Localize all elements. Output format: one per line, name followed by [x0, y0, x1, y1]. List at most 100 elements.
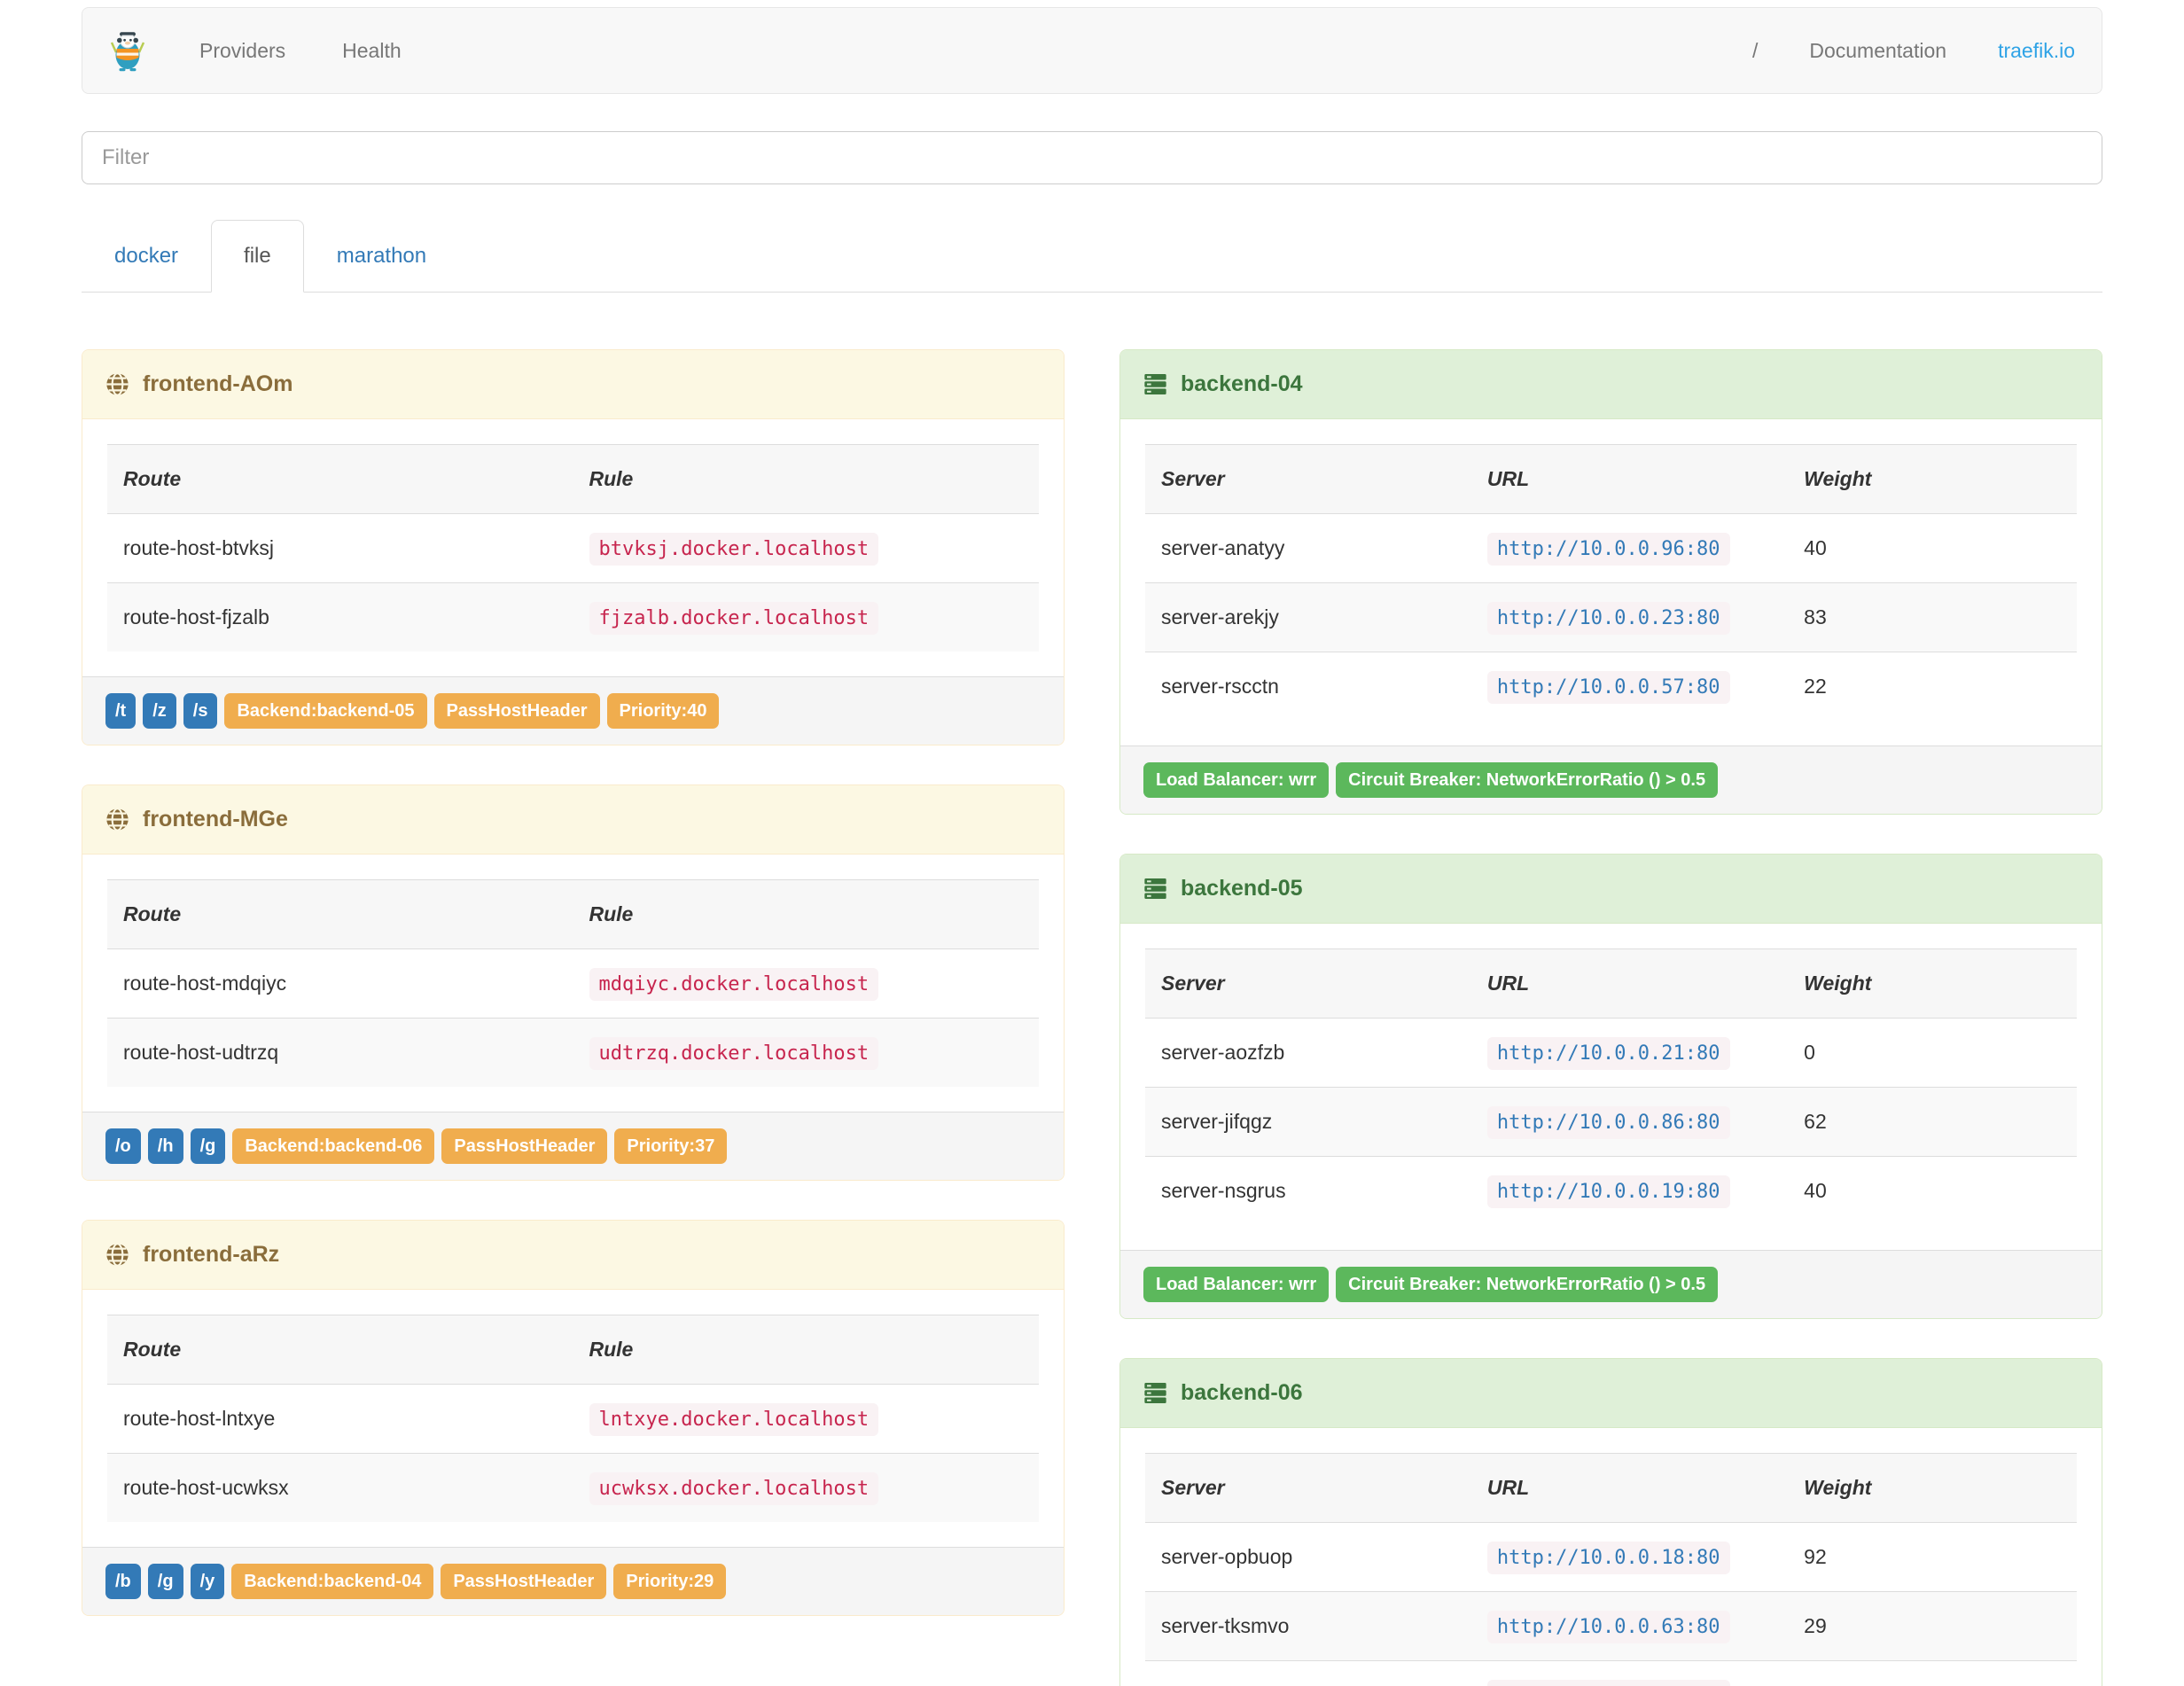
column-header: Rule [589, 467, 634, 490]
nav-right-link-0[interactable]: / [1751, 38, 1759, 62]
frontend-panel: frontend-aRz Route Rule route-host-lntxye ln… [82, 1220, 1065, 1616]
nav-link-providers[interactable]: Providers [199, 38, 286, 62]
route-name: route-host-btvksj [123, 536, 275, 559]
path-badge: /z [143, 693, 176, 729]
table-row: server-jifqgz http://10.0.0.86:80 62 [1145, 1087, 2077, 1157]
backend-panel: backend-05 Server URL Weight server-aozfzb ht… [1119, 854, 2102, 1319]
dashboard-content: frontend-AOm Route Rule route-host-btvksj bt… [82, 349, 2102, 1686]
tab-marathon[interactable]: marathon [336, 244, 427, 268]
backend-table: Server URL Weight server-aozfzb http://10.0.… [1145, 948, 2077, 1225]
filter-input[interactable] [82, 131, 2102, 184]
server-weight: 29 [1804, 1614, 1827, 1637]
server-name: server-anatyy [1161, 536, 1285, 559]
table-row: server-opbuop http://10.0.0.18:80 92 [1145, 1522, 2077, 1592]
server-name: server-rscctn [1161, 675, 1279, 698]
path-badge: /g [190, 1128, 226, 1164]
path-badge: /b [105, 1564, 141, 1599]
table-row: server-rscctn http://10.0.0.57:80 22 [1145, 652, 2077, 722]
route-name: route-host-lntxye [123, 1407, 276, 1430]
panel-body: Server URL Weight server-aozfzb http://10.0.… [1120, 924, 2102, 1250]
setting-badge: PassHostHeader [441, 1128, 608, 1164]
rule-value: ucwksx.docker.localhost [589, 1472, 879, 1505]
backend-table: Server URL Weight server-anatyy http://10.0.… [1145, 444, 2077, 721]
navbar-links: Providers Health [171, 39, 430, 63]
column-header: Server [1161, 1476, 1225, 1499]
table-row: route-host-udtrzq udtrzq.docker.localhost [107, 1018, 1039, 1087]
panel-footer: /o/h/g Backend:backend-06 PassHostHeader Pr… [82, 1112, 1064, 1180]
panel-title: backend-04 [1181, 371, 1303, 396]
setting-badge: Priority:40 [606, 693, 720, 729]
server-url: http://10.0.0.23:80 [1486, 602, 1730, 635]
server-url: http://10.0.0.19:80 [1486, 1175, 1730, 1208]
nav-right-link-2[interactable]: traefik.io [1998, 38, 2075, 62]
table-row: server-aozfzb http://10.0.0.21:80 0 [1145, 1018, 2077, 1088]
route-name: route-host-ucwksx [123, 1476, 289, 1499]
panel-title: frontend-AOm [143, 371, 293, 396]
table-row: route-host-btvksj btvksj.docker.localhost [107, 513, 1039, 583]
setting-badge: PassHostHeader [441, 1564, 607, 1599]
backend-setting-badge: Circuit Breaker: NetworkErrorRatio () > … [1336, 762, 1719, 798]
column-header: Rule [589, 902, 634, 925]
setting-badge: Priority:37 [614, 1128, 728, 1164]
column-header: Route [123, 1338, 182, 1361]
backend-setting-badge: Load Balancer: wrr [1143, 1267, 1330, 1302]
provider-tabs: docker file marathon [82, 220, 2102, 293]
page-container: Providers Health / Documentation traefik.io… [82, 7, 2102, 1686]
server-weight: 92 [1804, 1545, 1827, 1568]
servers-icon [1143, 372, 1167, 396]
panel-heading: frontend-AOm [82, 350, 1064, 419]
servers-icon [1143, 877, 1167, 901]
nav-link-health[interactable]: Health [342, 38, 402, 62]
server-weight: 0 [1804, 1041, 1815, 1064]
table-row: server-arekjy http://10.0.0.23:80 83 [1145, 582, 2077, 652]
route-name: route-host-udtrzq [123, 1041, 279, 1064]
panel-body: Server URL Weight server-opbuop http://10.0.… [1120, 1428, 2102, 1686]
rule-value: lntxye.docker.localhost [589, 1403, 879, 1436]
rule-value: udtrzq.docker.localhost [589, 1037, 879, 1070]
panel-heading: backend-04 [1120, 350, 2102, 419]
server-url: http://10.0.0.63:80 [1486, 1611, 1730, 1643]
panel-title: frontend-aRz [143, 1242, 280, 1267]
tab-file[interactable]: file [211, 220, 304, 293]
setting-badge: Priority:29 [613, 1564, 727, 1599]
server-weight: 57 [1788, 1661, 2077, 1686]
setting-badge: Backend:backend-04 [231, 1564, 434, 1599]
server-weight: 40 [1804, 536, 1827, 559]
setting-badge: Backend:backend-06 [232, 1128, 435, 1164]
panel-body: Server URL Weight server-anatyy http://10.0.… [1120, 419, 2102, 745]
server-weight: 22 [1804, 675, 1827, 698]
column-header: URL [1486, 972, 1530, 995]
path-badge: /s [183, 693, 218, 729]
table-header-row: Server URL Weight [1145, 1453, 2077, 1523]
table-row: server-tksmvo http://10.0.0.63:80 29 [1145, 1591, 2077, 1661]
traefik-logo[interactable] [109, 29, 146, 72]
frontend-table: Route Rule route-host-mdqiyc mdqiyc.docker.… [107, 879, 1039, 1087]
panel-footer: Load Balancer: wrr Circuit Breaker: Netwo… [1120, 1250, 2102, 1318]
table-row: route-host-mdqiyc mdqiyc.docker.localhost [107, 948, 1039, 1019]
table-header-row: Route Rule [107, 879, 1039, 949]
navbar: Providers Health / Documentation traefik.io [82, 7, 2102, 94]
table-header-row: Server URL Weight [1145, 444, 2077, 514]
globe-icon [105, 1243, 129, 1267]
server-url: http://10.0.0.57:80 [1486, 671, 1730, 704]
server-url: http://10.0.0.96:80 [1486, 533, 1730, 566]
table-row: server-anatyy http://10.0.0.96:80 40 [1145, 513, 2077, 583]
panel-footer: /t/z/s Backend:backend-05 PassHostHeader Pr… [82, 676, 1064, 745]
panel-title: backend-05 [1181, 876, 1303, 901]
table-header-row: Route Rule [107, 1315, 1039, 1385]
tab-docker[interactable]: docker [114, 244, 179, 268]
server-name: server-arekjy [1161, 605, 1279, 628]
server-name: server-nsgrus [1161, 1179, 1286, 1202]
route-name: route-host-fjzalb [123, 605, 269, 628]
nav-right-link-1[interactable]: Documentation [1809, 38, 1947, 62]
table-row: server-updqmo http://10.0.0.83:80 57 [1145, 1660, 2077, 1686]
panel-heading: frontend-MGe [82, 785, 1064, 855]
setting-badge: PassHostHeader [433, 693, 600, 729]
server-name: server-aozfzb [1161, 1041, 1285, 1064]
path-badge: /y [190, 1564, 225, 1599]
backend-table: Server URL Weight server-opbuop http://10.0.… [1145, 1453, 2077, 1686]
table-header-row: Server URL Weight [1145, 948, 2077, 1019]
frontend-table: Route Rule route-host-lntxye lntxye.docker.… [107, 1315, 1039, 1522]
server-name: server-opbuop [1161, 1545, 1293, 1568]
traefik-mascot-icon [109, 29, 146, 72]
